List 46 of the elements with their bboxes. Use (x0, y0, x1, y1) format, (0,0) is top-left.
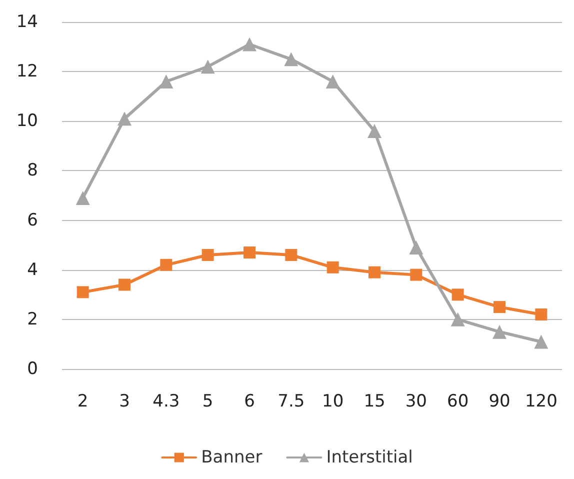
legend-label: Interstitial (326, 448, 413, 468)
point (450, 312, 465, 326)
x-tick-label: 90 (488, 392, 510, 412)
x-tick-label: 3 (119, 392, 130, 412)
point (494, 301, 506, 314)
x-tick-label: 15 (364, 392, 386, 412)
y-tick-label: 6 (27, 210, 38, 230)
y-tick-label: 0 (27, 359, 38, 379)
x-tick-label: 30 (405, 392, 427, 412)
x-tick-label: 5 (202, 392, 214, 412)
x-tick-label: 60 (447, 392, 469, 412)
x-tick-label: 10 (322, 392, 344, 412)
point (535, 308, 548, 320)
y-tick-label: 12 (16, 62, 38, 82)
point (492, 324, 506, 339)
point (118, 112, 132, 126)
point (285, 248, 298, 261)
point (452, 288, 464, 301)
x-tick-label: 2 (77, 392, 88, 412)
y-tick-label: 8 (27, 160, 38, 181)
x-tick-label: 120 (524, 392, 558, 412)
point (284, 52, 298, 66)
point (244, 246, 256, 259)
point (118, 278, 130, 291)
point (410, 268, 422, 281)
y-tick-label: 14 (16, 12, 38, 32)
y-tick-label: 2 (27, 309, 38, 330)
x-tick-label: 4.3 (152, 392, 180, 412)
legend-label: Banner (201, 448, 262, 468)
y-tick-label: 10 (16, 111, 38, 132)
point (409, 240, 424, 255)
point (242, 37, 256, 52)
point (326, 74, 340, 88)
x-tick-label: 6 (244, 392, 255, 412)
point (534, 334, 548, 349)
point (368, 266, 380, 278)
point (202, 248, 214, 261)
point (159, 74, 174, 88)
point (76, 190, 90, 205)
point (368, 124, 382, 138)
point (200, 60, 215, 74)
point (326, 261, 339, 274)
x-tick-label: 7.5 (278, 392, 305, 412)
point (160, 258, 172, 271)
point (76, 286, 89, 298)
y-tick-label: 4 (27, 260, 38, 280)
